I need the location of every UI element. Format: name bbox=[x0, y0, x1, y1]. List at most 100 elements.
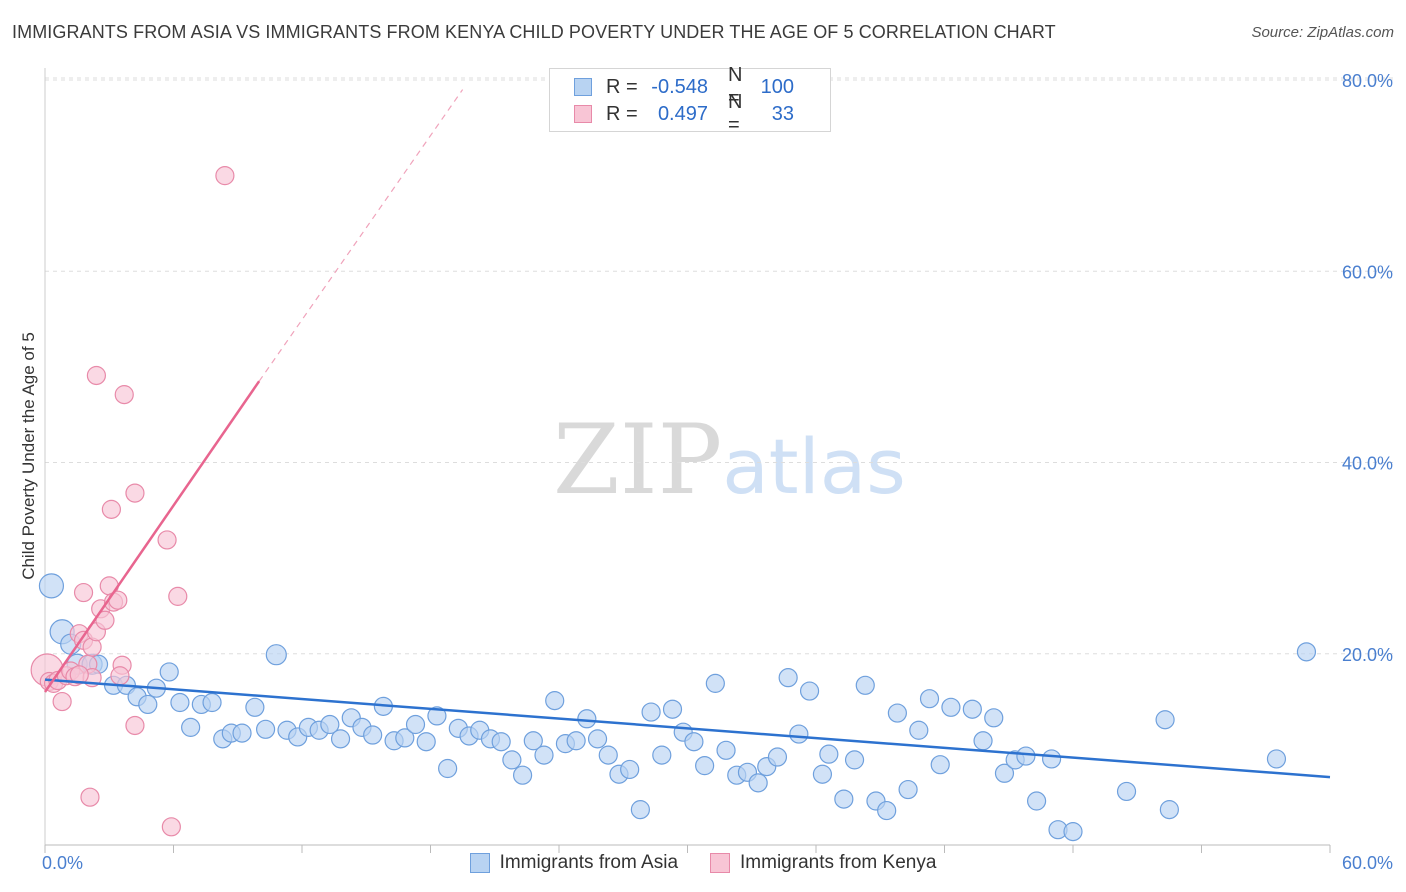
series-legend: Immigrants from Asia Immigrants from Ken… bbox=[0, 852, 1406, 874]
asia-point bbox=[159, 662, 179, 682]
asia-point bbox=[812, 764, 833, 784]
legend-item-kenya: Immigrants from Kenya bbox=[710, 852, 936, 874]
kenya-point bbox=[69, 665, 89, 685]
asia-point bbox=[330, 729, 351, 749]
asia-point bbox=[170, 692, 190, 713]
asia-point bbox=[1266, 749, 1287, 769]
asia-point bbox=[438, 758, 458, 779]
y-tick-label: 80.0% bbox=[1342, 71, 1393, 91]
asia-point bbox=[416, 732, 436, 752]
legend-r-label: R = bbox=[606, 75, 638, 98]
kenya-point bbox=[125, 715, 145, 736]
legend-label-asia: Immigrants from Asia bbox=[499, 852, 679, 873]
kenya-point bbox=[52, 691, 72, 712]
asia-point bbox=[577, 709, 597, 729]
kenya-trendline-extension bbox=[258, 89, 464, 382]
asia-point bbox=[909, 720, 929, 740]
asia-point bbox=[662, 699, 683, 719]
asia-point bbox=[395, 728, 415, 748]
asia-point bbox=[1159, 800, 1179, 820]
asia-point bbox=[566, 731, 586, 751]
asia-point bbox=[363, 725, 383, 745]
correlation-legend: R = -0.548 N = 100 R = 0.497 N = 33 bbox=[549, 64, 831, 136]
y-tick-label: 40.0% bbox=[1342, 454, 1393, 474]
legend-swatch-kenya bbox=[574, 105, 592, 123]
asia-point bbox=[1041, 749, 1062, 769]
asia-point bbox=[973, 731, 993, 751]
kenya-point bbox=[215, 166, 235, 186]
asia-point bbox=[138, 694, 158, 715]
asia-point bbox=[748, 773, 768, 793]
legend-n-value-kenya: 33 bbox=[771, 102, 794, 125]
asia-point bbox=[523, 731, 543, 751]
asia-point bbox=[265, 644, 287, 666]
grid-lines bbox=[45, 77, 1395, 655]
source-label: Source: ZipAtlas.com bbox=[1251, 24, 1394, 41]
series-asia-points bbox=[38, 573, 1317, 842]
asia-point bbox=[427, 706, 447, 726]
asia-point bbox=[941, 697, 961, 717]
kenya-point bbox=[73, 582, 94, 603]
asia-point bbox=[844, 750, 865, 770]
asia-point bbox=[994, 763, 1015, 783]
asia-point bbox=[877, 800, 897, 821]
asia-point bbox=[491, 732, 511, 752]
kenya-trendline bbox=[43, 380, 261, 693]
asia-point bbox=[620, 759, 640, 780]
asia-point bbox=[232, 723, 252, 743]
asia-point bbox=[652, 745, 672, 765]
kenya-point bbox=[101, 499, 121, 519]
kenya-point bbox=[168, 586, 188, 606]
asia-point bbox=[245, 697, 265, 717]
asia-point bbox=[545, 691, 565, 711]
legend-r-value-kenya: 0.497 bbox=[657, 102, 708, 125]
asia-point bbox=[919, 689, 940, 709]
kenya-point bbox=[95, 610, 115, 630]
kenya-point bbox=[157, 530, 177, 550]
y-tick-label: 20.0% bbox=[1342, 645, 1393, 665]
asia-point bbox=[962, 699, 982, 719]
asia-point bbox=[819, 744, 839, 764]
asia-point bbox=[502, 750, 522, 770]
asia-point bbox=[38, 573, 65, 599]
asia-point bbox=[534, 745, 554, 765]
asia-point bbox=[255, 719, 276, 739]
asia-point bbox=[641, 702, 661, 722]
asia-point bbox=[705, 673, 725, 693]
legend-swatch-asia bbox=[469, 853, 490, 873]
legend-item-asia: Immigrants from Asia bbox=[469, 852, 679, 874]
kenya-point bbox=[125, 483, 145, 503]
chart-title: IMMIGRANTS FROM ASIA VS IMMIGRANTS FROM … bbox=[12, 22, 1056, 42]
kenya-point bbox=[161, 817, 181, 837]
asia-point bbox=[1026, 791, 1047, 811]
tick-labels: 20.0% 40.0% 60.0% 80.0% 0.0% 60.0% bbox=[42, 71, 1393, 873]
asia-point bbox=[1155, 710, 1175, 730]
legend-row-kenya: R = 0.497 N = 33 bbox=[574, 91, 794, 136]
asia-point bbox=[587, 729, 608, 749]
x-tick-label-max: 60.0% bbox=[1342, 853, 1393, 873]
asia-point bbox=[834, 789, 854, 809]
asia-point bbox=[930, 755, 950, 775]
legend-label-kenya: Immigrants from Kenya bbox=[740, 852, 937, 873]
asia-point bbox=[799, 681, 820, 701]
asia-point bbox=[716, 740, 736, 760]
asia-point bbox=[695, 756, 715, 776]
kenya-point bbox=[80, 787, 100, 807]
asia-point bbox=[320, 714, 340, 735]
asia-point bbox=[1116, 781, 1137, 802]
watermark-zip: ZIP bbox=[553, 404, 723, 516]
series-kenya-points bbox=[30, 166, 235, 837]
asia-point bbox=[202, 692, 222, 713]
legend-swatch-kenya bbox=[710, 853, 731, 873]
asia-point bbox=[598, 745, 618, 765]
kenya-point bbox=[110, 666, 130, 686]
legend-swatch-asia bbox=[574, 78, 592, 96]
trendlines bbox=[43, 89, 1331, 779]
legend-r-value-asia: -0.548 bbox=[651, 75, 708, 98]
legend-row-asia: R = -0.548 N = 100 bbox=[574, 64, 794, 109]
watermark-atlas: atlas bbox=[722, 422, 906, 511]
y-axis-label: Child Poverty Under the Age of 5 bbox=[19, 332, 38, 580]
asia-point bbox=[887, 703, 907, 723]
legend-n-value-asia: 100 bbox=[760, 75, 794, 98]
axes bbox=[44, 68, 1331, 853]
